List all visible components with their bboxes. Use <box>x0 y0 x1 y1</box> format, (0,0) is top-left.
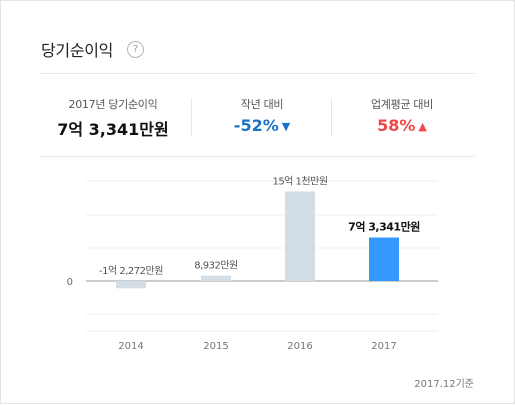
question-circle-icon[interactable]: ? <box>127 41 144 58</box>
stat-label: 업계평균 대비 <box>370 98 434 111</box>
stat-divider <box>331 98 332 136</box>
arrow-down-icon: ▼ <box>281 120 291 133</box>
card-title: 당기순이익 <box>41 41 114 60</box>
x-tick-label: 2014 <box>118 341 143 352</box>
stat-label: 2017년 당기순이익 <box>68 98 158 111</box>
x-tick-label: 2017 <box>371 341 396 352</box>
stat-yoy-change: 작년 대비 -52% ▼ <box>197 96 327 135</box>
stat-current-net-income: 2017년 당기순이익 7억 3,341만원 <box>43 96 183 140</box>
stat-value: 58% ▲ <box>337 116 467 135</box>
x-tick-label: 2015 <box>203 341 228 352</box>
data-label: 8,932만원 <box>194 260 238 272</box>
data-label: 7억 3,341만원 <box>348 220 420 234</box>
stats-divider <box>41 156 475 157</box>
x-tick-label: 2016 <box>287 341 312 352</box>
stat-divider <box>191 98 192 136</box>
stat-industry-comparison: 업계평균 대비 58% ▲ <box>337 96 467 135</box>
stat-label: 작년 대비 <box>240 98 284 111</box>
stat-value-text: -52% <box>233 116 279 135</box>
stat-value-text: 58% <box>377 116 416 135</box>
data-label: 15억 1천만원 <box>272 175 327 187</box>
arrow-up-icon: ▲ <box>418 120 427 133</box>
bar-2017 <box>369 237 399 281</box>
basis-date: 2017.12기준 <box>414 379 474 390</box>
y-tick-label: 0 <box>67 277 73 288</box>
bar-2015 <box>201 275 231 281</box>
bar-2016 <box>285 191 315 281</box>
data-label: -1억 2,272만원 <box>99 265 163 277</box>
stat-value: 7억 3,341만원 <box>57 120 169 139</box>
header-divider <box>41 73 475 74</box>
bar-2014 <box>116 281 146 289</box>
stat-value: -52% ▼ <box>197 116 327 135</box>
